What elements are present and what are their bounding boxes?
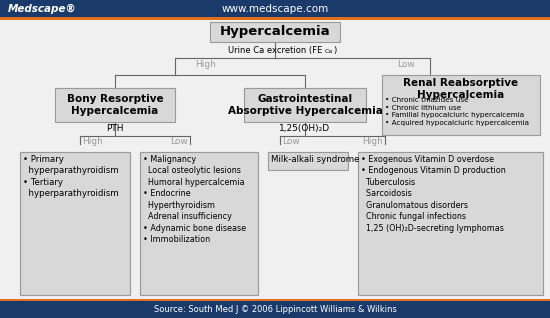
Text: Gastrointestinal
Absorptive Hypercalcemia: Gastrointestinal Absorptive Hypercalcemi… [228, 94, 382, 116]
Text: ): ) [333, 46, 336, 55]
Text: Renal Reabsorptive
Hypercalcemia: Renal Reabsorptive Hypercalcemia [404, 78, 519, 100]
Text: Ca: Ca [325, 49, 333, 54]
Text: 1,25(OH)₂D: 1,25(OH)₂D [279, 124, 331, 133]
Text: Source: South Med J © 2006 Lippincott Williams & Wilkins: Source: South Med J © 2006 Lippincott Wi… [153, 305, 397, 314]
Text: Milk-alkali syndrome: Milk-alkali syndrome [271, 155, 360, 164]
Bar [210, 22, 340, 42]
Text: Urine Ca excretion (FE: Urine Ca excretion (FE [228, 46, 322, 55]
Text: Low: Low [282, 137, 300, 146]
Text: • Exogenous Vitamin D overdose
• Endogenous Vitamin D production
  Tuberculosis
: • Exogenous Vitamin D overdose • Endogen… [361, 155, 506, 233]
Bar [244, 88, 366, 122]
Bar [0, 17, 550, 20]
Bar [382, 75, 540, 135]
Text: High: High [82, 137, 103, 146]
Text: Hypercalcemia: Hypercalcemia [219, 25, 331, 38]
Text: PTH: PTH [106, 124, 124, 133]
Text: Medscape®: Medscape® [8, 4, 77, 14]
Bar [0, 0, 550, 18]
Text: • Malignancy
  Local osteolytic lesions
  Humoral hypercalcemia
• Endocrine
  Hy: • Malignancy Local osteolytic lesions Hu… [143, 155, 246, 244]
Text: Low: Low [170, 137, 188, 146]
Bar [268, 152, 348, 170]
Text: • Primary
  hyperparathyroidism
• Tertiary
  hyperparathyroidism: • Primary hyperparathyroidism • Tertiary… [23, 155, 119, 198]
Bar [358, 152, 543, 295]
Text: High: High [195, 60, 216, 69]
Text: Bony Resorptive
Hypercalcemia: Bony Resorptive Hypercalcemia [67, 94, 163, 116]
Text: www.medscape.com: www.medscape.com [221, 4, 329, 14]
Text: Low: Low [397, 60, 415, 69]
Text: • Chronic thiazides use
• Chronic lithium use
• Familial hypocalciuric hypercalc: • Chronic thiazides use • Chronic lithiu… [385, 97, 529, 126]
Bar [0, 300, 550, 318]
Bar [140, 152, 258, 295]
Text: High: High [362, 137, 383, 146]
Bar [0, 299, 550, 301]
Bar [55, 88, 175, 122]
Bar [20, 152, 130, 295]
